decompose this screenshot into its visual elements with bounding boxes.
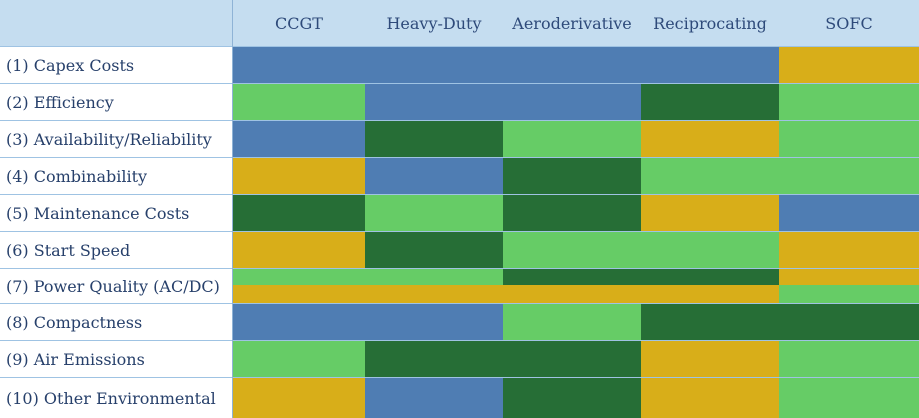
column-header-row [0, 0, 919, 46]
row-divider [0, 194, 919, 195]
row-divider [0, 120, 919, 121]
row-label: (3) Availability/Reliability [0, 121, 232, 158]
heatmap-cell [503, 47, 641, 84]
heatmap-cell [233, 195, 365, 232]
row-divider [0, 340, 919, 341]
heatmap-cell [365, 84, 503, 121]
heatmap-cell [503, 304, 641, 341]
heatmap-cell [365, 121, 503, 158]
heatmap-cell [779, 232, 919, 269]
heatmap-cell [503, 158, 641, 195]
row-divider [0, 46, 919, 47]
heatmap-cell [779, 341, 919, 378]
heatmap-cell [233, 84, 365, 121]
heatmap-cell [365, 269, 503, 285]
heatmap-cell [233, 269, 365, 285]
heatmap-cell [641, 158, 779, 195]
heatmap-cell [233, 121, 365, 158]
heatmap-cell [641, 121, 779, 158]
heatmap-cell-lower [233, 285, 365, 304]
heatmap-cell [365, 304, 503, 341]
heatmap-cell-lower [503, 285, 641, 304]
column-header-heavy-duty: Heavy-Duty [386, 13, 482, 33]
heatmap-cell [779, 84, 919, 121]
column-header-reciprocating: Reciprocating [653, 13, 767, 33]
heatmap-cell [233, 158, 365, 195]
row-divider [0, 303, 919, 304]
heatmap-cell-lower [365, 285, 503, 304]
heatmap-cell [233, 378, 365, 418]
row-label: (9) Air Emissions [0, 341, 232, 378]
heatmap-cell [365, 341, 503, 378]
heatmap-cell [779, 269, 919, 285]
heatmap-cell [641, 304, 779, 341]
row-label: (1) Capex Costs [0, 47, 232, 84]
heatmap-cell [779, 304, 919, 341]
row-label: (8) Compactness [0, 304, 232, 341]
heatmap-cell [233, 47, 365, 84]
column-header-sofc: SOFC [825, 13, 873, 33]
heatmap-cell [641, 378, 779, 418]
heatmap-cell [365, 378, 503, 418]
row-label: (2) Efficiency [0, 84, 232, 121]
row-label: (6) Start Speed [0, 232, 232, 269]
heatmap-cell [233, 341, 365, 378]
row-label: (5) Maintenance Costs [0, 195, 232, 232]
row-divider [0, 83, 919, 84]
row-label: (4) Combinability [0, 158, 232, 195]
heatmap-cell [503, 195, 641, 232]
row-label: (10) Other Environmental [0, 378, 232, 418]
heatmap-cell-lower [779, 285, 919, 304]
heatmap-cell [779, 195, 919, 232]
heatmap-cell [233, 304, 365, 341]
heatmap-cell [641, 84, 779, 121]
heatmap-cell [233, 232, 365, 269]
heatmap-cell [365, 232, 503, 269]
row-divider [0, 377, 919, 378]
heatmap-cell [503, 84, 641, 121]
heatmap-cell [503, 269, 641, 285]
heatmap-cell [779, 47, 919, 84]
heatmap-cell [365, 47, 503, 84]
heatmap-cell [641, 341, 779, 378]
heatmap-cell [779, 158, 919, 195]
row-divider [0, 157, 919, 158]
heatmap-cell [503, 378, 641, 418]
heatmap-cell [503, 341, 641, 378]
heatmap-cell [641, 269, 779, 285]
heatmap-cell [503, 121, 641, 158]
column-header-ccgt: CCGT [275, 13, 323, 33]
heatmap-cell-lower [641, 285, 779, 304]
label-column-divider [232, 0, 233, 418]
heatmap-cell [365, 158, 503, 195]
heatmap-cell [779, 121, 919, 158]
heatmap-cell [641, 232, 779, 269]
heatmap-cell [641, 195, 779, 232]
heatmap-cell [365, 195, 503, 232]
row-divider [0, 231, 919, 232]
row-divider [0, 268, 919, 269]
heatmap-cell [779, 378, 919, 418]
heatmap-cell [641, 47, 779, 84]
heatmap-cell [503, 232, 641, 269]
row-label: (7) Power Quality (AC/DC) [0, 269, 232, 304]
column-header-aeroderivative: Aeroderivative [512, 13, 632, 33]
